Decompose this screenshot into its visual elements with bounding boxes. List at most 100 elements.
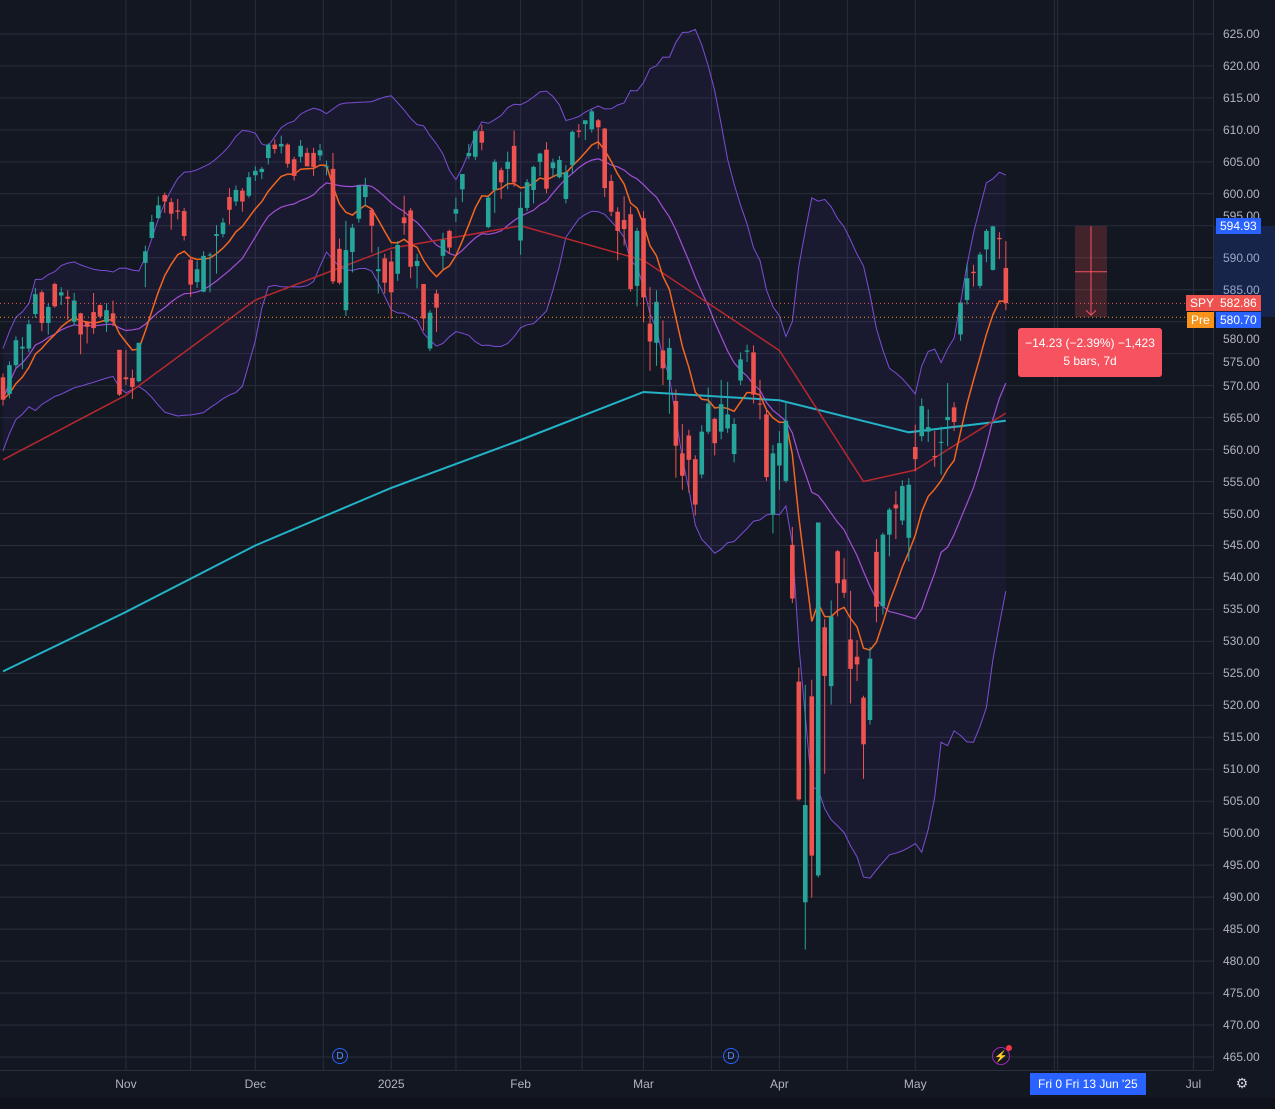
candle-body bbox=[65, 296, 70, 299]
candle-body bbox=[343, 250, 349, 311]
time-tick-label: Jul bbox=[1185, 1077, 1202, 1091]
candle bbox=[401, 195, 407, 235]
arrow-down-icon bbox=[1085, 309, 1097, 316]
candle-body bbox=[828, 616, 834, 687]
candle bbox=[537, 152, 543, 176]
ma200-line bbox=[2, 390, 1006, 673]
candle-body bbox=[278, 143, 284, 147]
candle-body bbox=[253, 170, 258, 176]
candle bbox=[388, 250, 394, 319]
candle bbox=[168, 198, 174, 230]
candle bbox=[311, 147, 316, 176]
candle-body bbox=[615, 211, 620, 231]
candle bbox=[194, 260, 200, 288]
candle bbox=[790, 526, 795, 604]
measure-top-tag: 594.93 bbox=[1216, 218, 1261, 235]
candle-body bbox=[777, 443, 782, 466]
candle bbox=[91, 292, 96, 334]
candle bbox=[7, 361, 12, 399]
candle-body bbox=[880, 534, 886, 607]
candle-body bbox=[900, 486, 905, 521]
candle bbox=[660, 320, 666, 385]
candle bbox=[680, 423, 685, 490]
price-tick-label: 495.00 bbox=[1223, 858, 1260, 873]
price-tick-label: 625.00 bbox=[1223, 26, 1260, 41]
price-tick-label: 570.00 bbox=[1223, 378, 1260, 393]
candle bbox=[485, 195, 491, 229]
candle bbox=[738, 352, 743, 385]
candle bbox=[557, 156, 562, 179]
candle bbox=[466, 143, 472, 160]
price-tick-label: 550.00 bbox=[1223, 506, 1260, 521]
candle bbox=[505, 151, 510, 190]
lightning-icon[interactable]: ⚡ bbox=[992, 1045, 1012, 1065]
candle bbox=[887, 507, 892, 557]
price-tick-label: 510.00 bbox=[1223, 762, 1260, 777]
candle bbox=[951, 402, 957, 432]
measure-tool[interactable] bbox=[1075, 226, 1107, 318]
candle-body bbox=[401, 217, 407, 224]
price-tick-label: 530.00 bbox=[1223, 634, 1260, 649]
candle-body bbox=[33, 294, 38, 315]
candle bbox=[770, 445, 776, 534]
candle-body bbox=[583, 120, 588, 125]
candle-body bbox=[395, 244, 400, 274]
candle-body bbox=[136, 342, 142, 382]
price-tick-label: 465.00 bbox=[1223, 1050, 1260, 1064]
dividend-marker[interactable]: D bbox=[332, 1048, 348, 1064]
candle-body bbox=[52, 283, 58, 307]
candle bbox=[900, 480, 905, 526]
candle-body bbox=[738, 359, 743, 381]
price-axis[interactable]: 625.00 620.00 615.00 610.00 605.00 600.00 595.… bbox=[1213, 0, 1275, 1070]
dividend-marker[interactable]: D bbox=[723, 1048, 739, 1064]
candle-body bbox=[117, 349, 122, 395]
price-tick-label: 535.00 bbox=[1223, 602, 1260, 617]
bollinger-upper bbox=[2, 28, 1007, 396]
candle bbox=[149, 214, 155, 239]
candle-body bbox=[240, 190, 245, 202]
candle-body bbox=[712, 418, 717, 444]
price-tick-label: 545.00 bbox=[1223, 538, 1260, 553]
candle bbox=[964, 263, 970, 305]
bollinger-fill bbox=[3, 29, 1006, 879]
candle bbox=[932, 431, 937, 467]
premarket-price-tag: 580.70 bbox=[1216, 312, 1261, 329]
candle-body bbox=[473, 131, 478, 157]
candle-body bbox=[460, 173, 465, 190]
candle-body bbox=[434, 293, 439, 308]
price-tick-label: 490.00 bbox=[1223, 890, 1260, 905]
candle bbox=[123, 349, 129, 385]
bottom-bar bbox=[0, 1098, 1275, 1109]
time-axis[interactable]: Nov Dec 2025 Feb Mar Apr May Jul bbox=[0, 1070, 1213, 1099]
candle-body bbox=[408, 210, 413, 267]
candle-body bbox=[337, 248, 342, 283]
candle bbox=[130, 369, 135, 400]
candle-body bbox=[906, 484, 912, 538]
price-chart[interactable] bbox=[0, 0, 1213, 1070]
candle-body bbox=[485, 197, 491, 228]
candle bbox=[382, 253, 388, 294]
candle-body bbox=[498, 170, 504, 183]
candle bbox=[97, 304, 103, 319]
candle-body bbox=[175, 210, 180, 212]
candle bbox=[104, 303, 109, 332]
candle-body bbox=[919, 406, 925, 437]
candle-body bbox=[414, 260, 420, 267]
candle bbox=[925, 409, 931, 442]
candle-body bbox=[181, 211, 187, 237]
candle-body bbox=[466, 152, 472, 157]
candle bbox=[757, 379, 763, 420]
candle bbox=[919, 398, 925, 442]
candle bbox=[524, 179, 530, 212]
candle-body bbox=[194, 269, 200, 283]
candle bbox=[570, 130, 575, 174]
candle-body bbox=[958, 302, 963, 335]
candle-body bbox=[680, 453, 685, 476]
settings-icon[interactable]: ⚙ bbox=[1235, 1075, 1249, 1091]
candle bbox=[324, 160, 329, 176]
candle-body bbox=[143, 251, 148, 263]
candle bbox=[460, 173, 465, 203]
candle-body bbox=[854, 656, 860, 665]
price-tick-label: 505.00 bbox=[1223, 794, 1260, 809]
candle-body bbox=[699, 431, 705, 475]
